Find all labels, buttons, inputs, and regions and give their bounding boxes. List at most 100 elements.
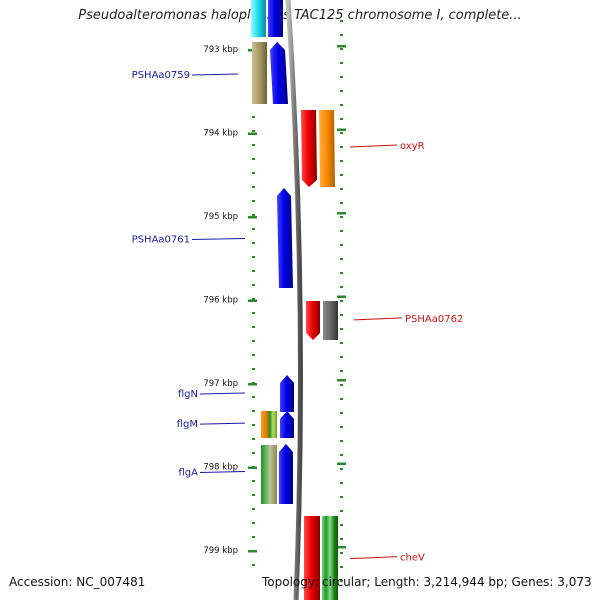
guide-dot (252, 158, 255, 160)
guide-dot (340, 160, 343, 162)
guide-dot (252, 116, 255, 118)
ruler-tick-right (337, 128, 346, 131)
guide-dot (340, 454, 343, 456)
minus-strand-genes (251, 0, 294, 504)
plus-strand-genes (301, 110, 338, 600)
guide-dot (340, 202, 343, 204)
guide-dot (340, 272, 343, 274)
accession-text: Accession: NC_007481 (9, 575, 146, 589)
gene-label-oxyr[interactable]: oxyR (400, 141, 425, 152)
map-title: Pseudoalteromonas haloplanktis TAC125 ch… (78, 8, 522, 23)
gene-feature-flgn[interactable] (280, 375, 294, 412)
gene-feature-red-799[interactable] (304, 516, 320, 600)
position-ruler: 793 kbp 794 kbp 795 kbp 796 kbp 797 kbp 798 k… (203, 45, 346, 556)
guide-dot (340, 370, 343, 372)
guide-dot (340, 34, 343, 36)
guide-dot (252, 438, 255, 440)
guide-dot (340, 552, 343, 554)
ruler-tick-label: 798 kbp (203, 463, 238, 473)
guide-dot (252, 354, 255, 356)
guide-dot (340, 118, 343, 120)
guide-dot (252, 424, 255, 426)
gene-feature-flga[interactable] (261, 445, 277, 504)
guide-dot (340, 384, 343, 386)
guide-dot (340, 146, 343, 148)
gene-feature-psha0759[interactable] (252, 42, 267, 104)
gene-leader-line (349, 556, 398, 560)
gene-label-flgm[interactable]: flgM (177, 419, 198, 430)
guide-dot (340, 426, 343, 428)
ruler-tick (248, 216, 257, 219)
plus-strand-guide (340, 20, 343, 582)
guide-dot (340, 496, 343, 498)
gene-feature-cyan[interactable] (251, 0, 266, 37)
gene-feature-blue-793[interactable] (270, 42, 288, 104)
guide-dot (340, 482, 343, 484)
ruler-tick (248, 299, 257, 302)
guide-dot (252, 298, 255, 300)
ruler-tick-right (337, 295, 346, 298)
gene-label-flgn[interactable]: flgN (178, 389, 198, 400)
ruler-tick-right (337, 462, 346, 465)
guide-dot (340, 524, 343, 526)
gene-feature-psha0762[interactable] (323, 301, 338, 340)
guide-dot (340, 398, 343, 400)
ruler-tick (248, 383, 257, 386)
gene-feature-psha0761[interactable] (277, 188, 293, 288)
gene-labels: PSHAa0759 oxyR PSHAa0761 PSHAa0762 flgN flgM f… (132, 70, 464, 564)
guide-dot (340, 174, 343, 176)
gene-leader-line (199, 392, 246, 395)
guide-dot (340, 258, 343, 260)
guide-dot (340, 104, 343, 106)
guide-dot (252, 368, 255, 370)
gene-label-pshaa0761[interactable]: PSHAa0761 (132, 235, 190, 246)
guide-dot (252, 130, 255, 132)
gene-feature-flgm[interactable] (261, 411, 277, 438)
guide-dot (340, 132, 343, 134)
guide-dot (340, 90, 343, 92)
guide-dot (340, 286, 343, 288)
guide-dot (340, 440, 343, 442)
gene-leader-line (349, 144, 398, 148)
guide-dot (252, 326, 255, 328)
gene-label-pshaa0762[interactable]: PSHAa0762 (405, 314, 463, 325)
gene-label-pshaa0759[interactable]: PSHAa0759 (132, 70, 190, 81)
gene-label-chev[interactable]: cheV (400, 553, 425, 564)
ruler-tick-right (337, 212, 346, 215)
gene-feature-blue-798[interactable] (279, 444, 293, 504)
gene-feature-chev[interactable] (322, 516, 338, 600)
gene-feature-red-796[interactable] (306, 301, 320, 340)
gene-feature-oxyr[interactable] (319, 110, 335, 187)
ruler-tick-right (337, 546, 346, 549)
guide-dot (252, 396, 255, 398)
gene-feature-red-794[interactable] (301, 110, 317, 187)
gene-feature-blue-top[interactable] (268, 0, 283, 37)
ruler-tick-label: 793 kbp (203, 45, 238, 55)
guide-dot (340, 580, 343, 582)
guide-dot (340, 300, 343, 302)
guide-dot (340, 48, 343, 50)
guide-dot (252, 480, 255, 482)
guide-dot (340, 188, 343, 190)
guide-dot (252, 242, 255, 244)
guide-dot (340, 216, 343, 218)
gene-leader-line (191, 73, 239, 76)
gene-leader-line (199, 471, 246, 474)
guide-dot (340, 342, 343, 344)
guide-dot (340, 468, 343, 470)
guide-dot (252, 284, 255, 286)
gene-label-flga[interactable]: flgA (179, 468, 199, 479)
ruler-tick-label: 795 kbp (203, 212, 238, 222)
guide-dot (340, 314, 343, 316)
ruler-tick (248, 132, 257, 135)
gene-feature-blue-797[interactable] (280, 411, 294, 438)
ruler-tick (248, 466, 257, 469)
guide-dot (252, 564, 255, 566)
guide-dot (252, 508, 255, 510)
ruler-tick-right (337, 379, 346, 382)
guide-dot (252, 200, 255, 202)
guide-dot (340, 76, 343, 78)
guide-dot (340, 328, 343, 330)
guide-dot (252, 214, 255, 216)
